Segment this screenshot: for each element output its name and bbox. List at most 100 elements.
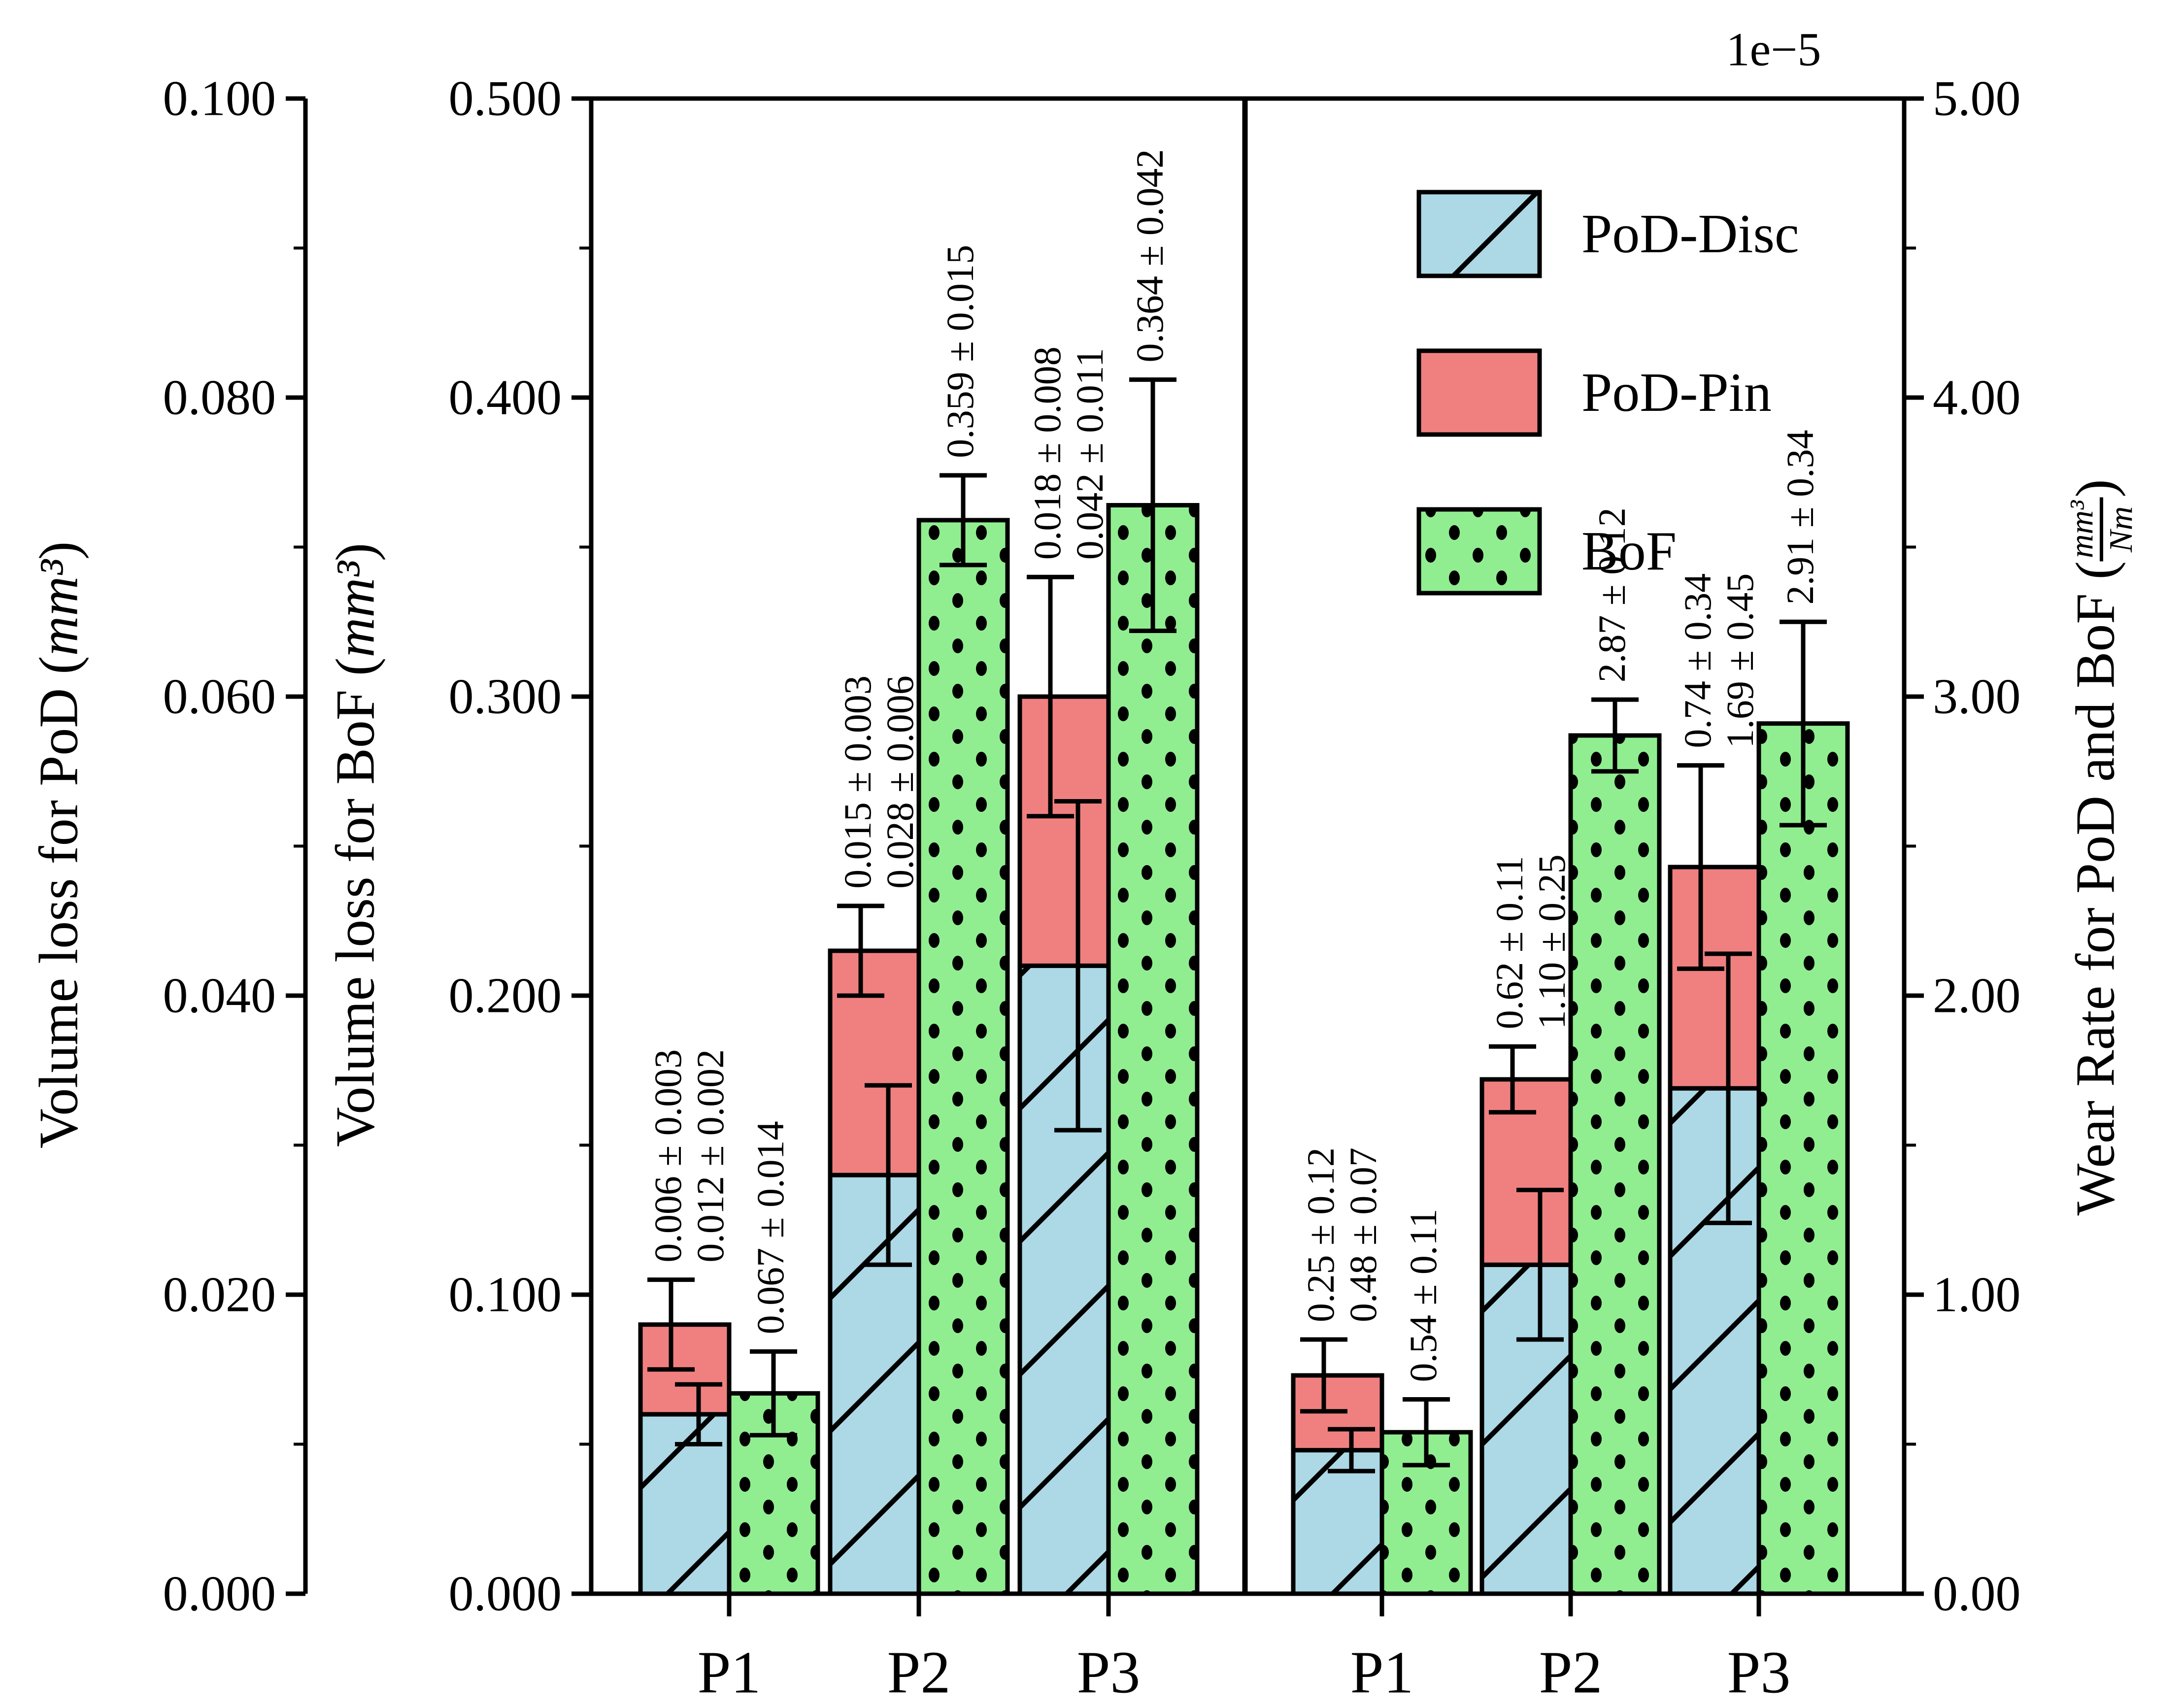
legend-swatch-outline [1416, 190, 1542, 278]
label-volume-loss-P3-bof: 0.364 ± 0.042 [1128, 149, 1171, 363]
legend-label-PoD-Disc: PoD-Disc [1581, 203, 1799, 265]
label-wear-rate-1e-5-P3-bof: 2.91 ± 0.34 [1779, 430, 1821, 604]
bar-wear-rate-1e-5-P1-pod-pin-outline [1291, 1373, 1384, 1453]
legend-swatch-outline [1416, 348, 1542, 437]
errorbar-volume-loss-P2-bof [940, 473, 987, 568]
wear-axis-title-close: ) [2065, 479, 2126, 498]
label-wear-rate-1e-5-P3-pod-disc: 1.69 ± 0.45 [1718, 573, 1761, 748]
label-volume-loss-P3-pod-pin: 0.018 ± 0.008 [1026, 346, 1069, 560]
label-volume-loss-P3-pod-disc: 0.042 ± 0.011 [1068, 348, 1111, 560]
bar-wear-rate-1e-5-P2-bof-pattern [1571, 735, 1659, 1594]
x-axis-tick-label: P1 [698, 1640, 761, 1706]
error-bars-layer [647, 377, 1827, 1474]
wear-axis-unit-denominator: Nm [2102, 506, 2139, 553]
annotations-layer: 0.006 ± 0.003 0.012 ± 0.002 0.067 ± 0.014 0… [646, 149, 1821, 1382]
wear-axis-tick-label: 4.00 [1933, 370, 2021, 426]
bar-volume-loss-P3-pod-pin [1020, 697, 1109, 966]
bof-axis-tick-label: 0.500 [449, 71, 562, 127]
x-axis-tick-label: P3 [1727, 1640, 1791, 1706]
bar-wear-rate-1e-5-P3-pod-disc-pattern [1670, 1088, 1759, 1594]
label-volume-loss-P2-bof: 0.359 ± 0.015 [939, 245, 981, 458]
pod-axis-tick-label: 0.100 [163, 71, 276, 127]
pod-axis-title: Volume loss for PoD (mm³) [28, 541, 91, 1148]
axes-layer: 0.000 0.020 0.040 0.060 0.080 0.100 0.000 0.100… [163, 71, 2021, 1706]
errorbar-wear-rate-1e-5-P2-pod-disc [1516, 1188, 1564, 1342]
label-wear-rate-1e-5-P1-pod-pin: 0.25 ± 0.12 [1299, 1147, 1342, 1322]
bar-wear-rate-1e-5-P3-bof-pattern [1759, 723, 1848, 1594]
wear-axis-title: Wear Rate for PoD and BoF (mm³ Nm) [2063, 479, 2139, 1216]
pod-axis-tick-label: 0.000 [163, 1566, 276, 1622]
bar-volume-loss-P3-bof-pattern [1109, 505, 1197, 1594]
bar-volume-loss-P1-pod-disc-pattern [640, 1414, 729, 1594]
wear-axis-tick-label: 3.00 [1933, 669, 2021, 725]
wear-axis-unit-fraction: mm³ Nm [2063, 497, 2139, 562]
bof-axis-tick-label: 0.200 [449, 968, 562, 1024]
wear-axis-tick-label: 0.00 [1933, 1566, 2021, 1622]
errorbar-wear-rate-1e-5-P1-pod-pin [1300, 1337, 1347, 1414]
pod-axis-title-text: Volume loss for PoD ( [28, 656, 90, 1149]
errorbar-wear-rate-1e-5-P3-pod-pin [1677, 763, 1724, 971]
x-axis-tick-label: P2 [887, 1640, 951, 1706]
bar-wear-rate-1e-5-P2-pod-disc-pattern [1482, 1265, 1571, 1594]
pod-axis-title-close: ) [28, 541, 90, 560]
legend-swatch-dots [1419, 509, 1540, 593]
label-wear-rate-1e-5-P1-bof: 0.54 ± 0.11 [1402, 1209, 1445, 1382]
bar-wear-rate-1e-5-P1-pod-disc-pattern [1293, 1450, 1382, 1594]
wear-axis-unit-numerator: mm³ [2063, 497, 2103, 562]
pod-axis-tick-label: 0.020 [163, 1267, 276, 1323]
label-volume-loss-P1-bof: 0.067 ± 0.014 [749, 1121, 792, 1335]
axis-offset-text: 1e−5 [1726, 23, 1821, 76]
errorbar-volume-loss-P2-pod-pin [837, 904, 884, 998]
label-wear-rate-1e-5-P1-pod-disc: 0.48 ± 0.07 [1342, 1147, 1384, 1322]
errorbar-wear-rate-1e-5-P1-pod-disc [1328, 1427, 1375, 1474]
errorbar-wear-rate-1e-5-P1-bof [1403, 1397, 1450, 1468]
x-axis-tick-label: P3 [1077, 1640, 1141, 1706]
errorbar-volume-loss-P1-bof [750, 1349, 797, 1438]
wear-axis-tick-label: 2.00 [1933, 968, 2021, 1024]
label-volume-loss-P1-pod-pin: 0.006 ± 0.003 [646, 1049, 689, 1263]
bof-axis-unit: mm³ [325, 561, 386, 658]
label-wear-rate-1e-5-P2-pod-disc: 1.10 ± 0.25 [1530, 854, 1573, 1029]
pod-axis-tick-label: 0.080 [163, 370, 276, 426]
bof-axis-tick-label: 0.100 [449, 1267, 562, 1323]
bar-volume-loss-P2-pod-disc-pattern [830, 1175, 919, 1594]
bof-axis-tick-label: 0.300 [449, 669, 562, 725]
errorbar-wear-rate-1e-5-P3-pod-disc [1705, 951, 1752, 1225]
wear-axis-title-text: Wear Rate for PoD and BoF ( [2065, 561, 2126, 1216]
bar-volume-loss-P2-pod-pin [830, 950, 919, 1175]
bof-axis-title-close: ) [325, 542, 386, 562]
legend-label-BoF: BoF [1581, 521, 1677, 582]
errorbar-volume-loss-P1-pod-disc [675, 1382, 722, 1446]
label-wear-rate-1e-5-P2-bof: 2.87 ± 0.12 [1590, 507, 1633, 682]
bof-axis-title-text: Volume loss for BoF ( [325, 657, 386, 1147]
errorbar-volume-loss-P3-bof [1129, 377, 1176, 633]
pod-axis-tick-label: 0.040 [163, 968, 276, 1024]
errorbar-volume-loss-P3-pod-pin [1027, 574, 1074, 819]
errorbar-volume-loss-P1-pod-pin [647, 1277, 695, 1372]
bar-volume-loss-P3-pod-disc-pattern [1020, 966, 1109, 1594]
errorbar-volume-loss-P3-pod-disc [1054, 799, 1102, 1133]
wear-axis-tick-label: 5.00 [1933, 71, 2021, 127]
label-wear-rate-1e-5-P3-pod-pin: 0.74 ± 0.34 [1676, 573, 1719, 748]
x-axis-tick-label: P2 [1539, 1640, 1603, 1706]
bof-axis-tick-label: 0.400 [449, 370, 562, 426]
bar-wear-rate-1e-5-P2-pod-pin [1482, 1079, 1571, 1265]
legend-swatch-outline [1416, 507, 1542, 596]
errorbar-wear-rate-1e-5-P2-bof [1591, 697, 1639, 774]
errorbar-wear-rate-1e-5-P2-pod-pin [1489, 1044, 1536, 1115]
x-axis-tick-label: P1 [1350, 1640, 1414, 1706]
label-volume-loss-P1-pod-disc: 0.012 ± 0.002 [689, 1049, 732, 1263]
legend-label-PoD-Pin: PoD-Pin [1581, 362, 1772, 423]
legend: PoD-Disc PoD-Pin BoF [1416, 190, 1799, 596]
bof-axis-title: Volume loss for BoF (mm³) [324, 543, 388, 1147]
bar-wear-rate-1e-5-P3-pod-pin [1670, 867, 1759, 1089]
label-volume-loss-P2-pod-pin: 0.015 ± 0.003 [836, 675, 879, 889]
label-volume-loss-P2-pod-disc: 0.028 ± 0.006 [878, 675, 921, 889]
label-wear-rate-1e-5-P2-pod-pin: 0.62 ± 0.11 [1488, 856, 1531, 1029]
legend-swatch-PoD-Pin [1419, 351, 1540, 435]
bar-volume-loss-P1-pod-pin-outline [638, 1322, 732, 1417]
legend-swatch-hatch [1419, 192, 1540, 276]
pod-axis-tick-label: 0.060 [163, 669, 276, 725]
pod-axis-unit: mm³ [28, 560, 90, 656]
